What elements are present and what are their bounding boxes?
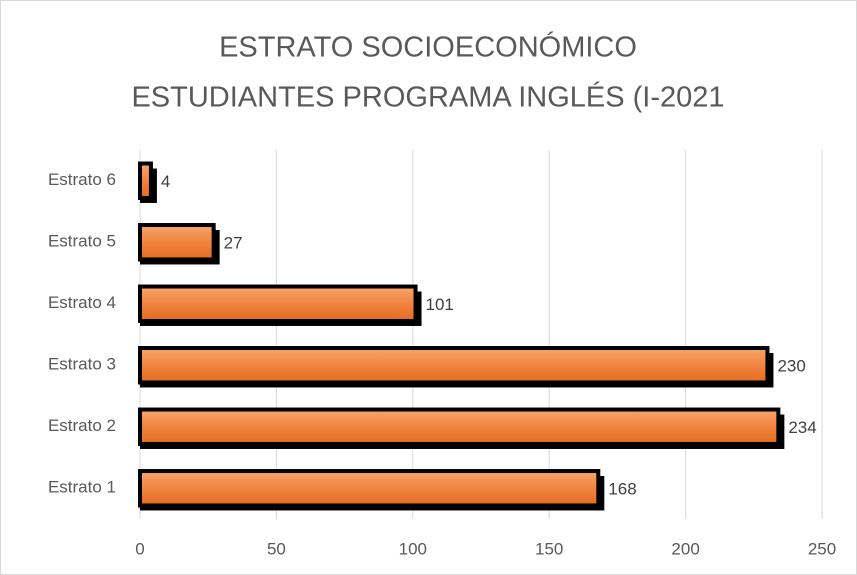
y-tick-label: Estrato 2 <box>48 416 116 435</box>
x-tick-label: 200 <box>671 539 699 558</box>
bar <box>138 407 781 446</box>
bar <box>138 346 770 385</box>
chart-title: ESTUDIANTES PROGRAMA INGLÉS (I-2021 <box>131 81 724 114</box>
x-tick-label: 250 <box>808 539 836 558</box>
y-tick-label: Estrato 5 <box>48 232 116 251</box>
value-label: 168 <box>608 480 636 499</box>
value-label: 27 <box>224 234 243 253</box>
y-tick-label: Estrato 4 <box>48 293 116 312</box>
value-label: 230 <box>777 357 805 376</box>
bar <box>138 469 601 508</box>
y-tick-label: Estrato 3 <box>48 355 116 374</box>
x-tick-label: 100 <box>399 539 427 558</box>
bar <box>138 223 216 262</box>
bar <box>138 284 418 323</box>
y-tick-label: Estrato 1 <box>48 478 116 497</box>
chart-title: ESTRATO SOCIOECONÓMICO <box>219 31 637 64</box>
x-tick-label: 150 <box>535 539 563 558</box>
y-tick-label: Estrato 6 <box>48 170 116 189</box>
x-tick-label: 0 <box>135 539 144 558</box>
x-tick-label: 50 <box>267 539 286 558</box>
bar <box>138 161 153 200</box>
value-label: 4 <box>161 172 170 191</box>
value-label: 101 <box>426 295 454 314</box>
value-label: 234 <box>788 418 816 437</box>
